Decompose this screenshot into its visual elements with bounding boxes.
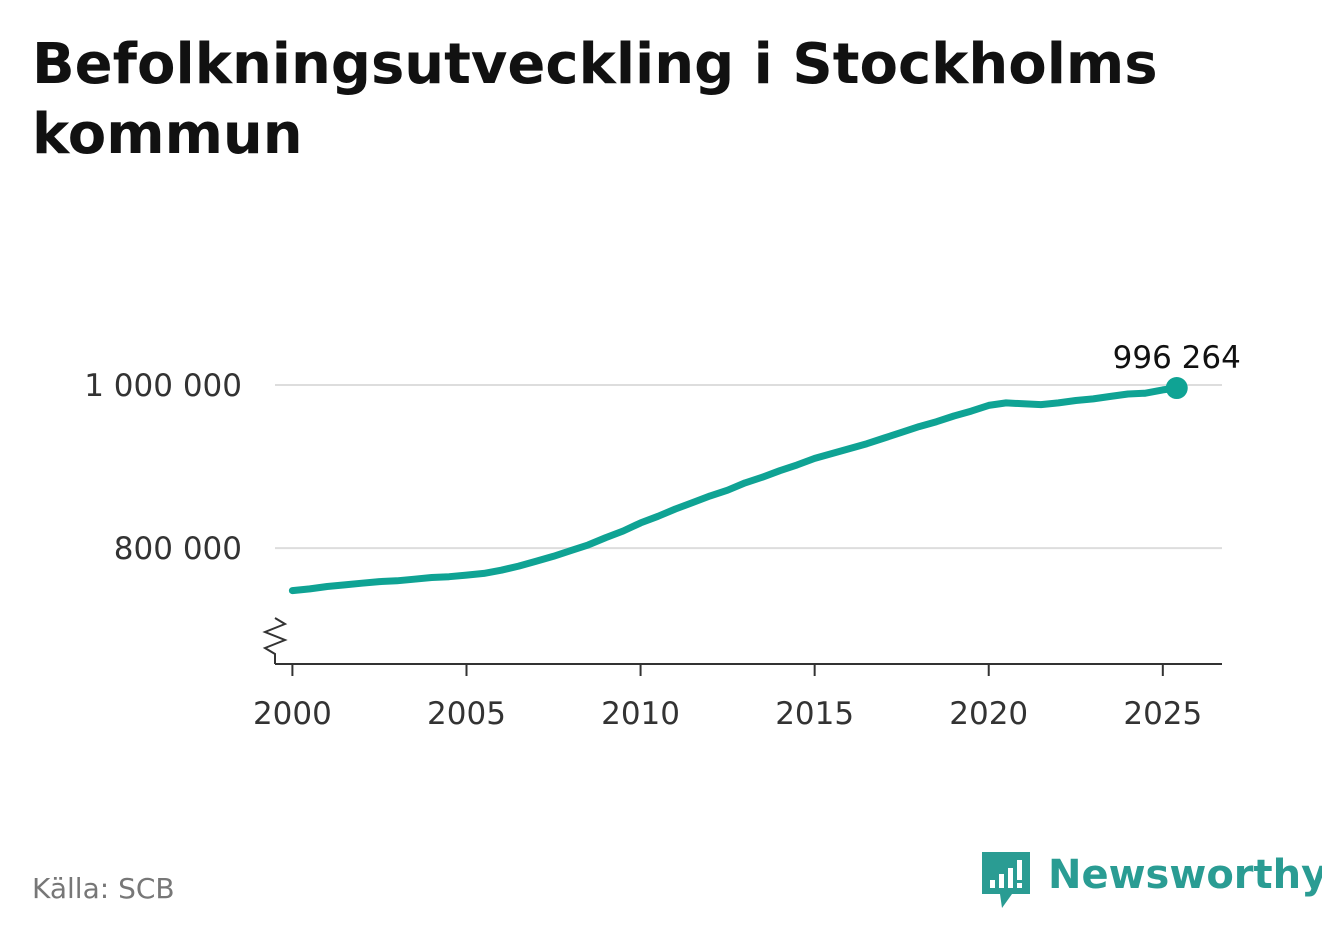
chart-title: Befolkningsutveckling i Stockholms kommu… bbox=[32, 32, 1158, 167]
end-point-marker bbox=[1165, 377, 1188, 400]
x-tick-label: 2025 bbox=[1123, 696, 1202, 732]
axis-break-icon bbox=[262, 617, 288, 664]
axes bbox=[262, 617, 1222, 676]
x-tick-label: 2005 bbox=[427, 696, 506, 732]
gridlines bbox=[275, 384, 1222, 550]
source-note: Källa: SCB bbox=[32, 872, 175, 905]
series-layer bbox=[288, 377, 1188, 595]
newsworthy-logo-icon bbox=[982, 852, 1030, 908]
y-tick-label: 1 000 000 bbox=[84, 368, 242, 404]
brand-name: Newsworthy bbox=[1048, 852, 1322, 898]
x-tick-label: 2020 bbox=[949, 696, 1028, 732]
labels: 800 000 1 000 000 2000 2005 2010 2015 2020 2025… bbox=[84, 340, 1241, 732]
y-tick-label: 800 000 bbox=[114, 531, 242, 567]
end-value-label: 996 264 bbox=[1113, 340, 1241, 376]
x-tick-label: 2015 bbox=[775, 696, 854, 732]
population-line bbox=[288, 384, 1181, 595]
x-tick-label: 2000 bbox=[253, 696, 332, 732]
x-tick-label: 2010 bbox=[601, 696, 680, 732]
